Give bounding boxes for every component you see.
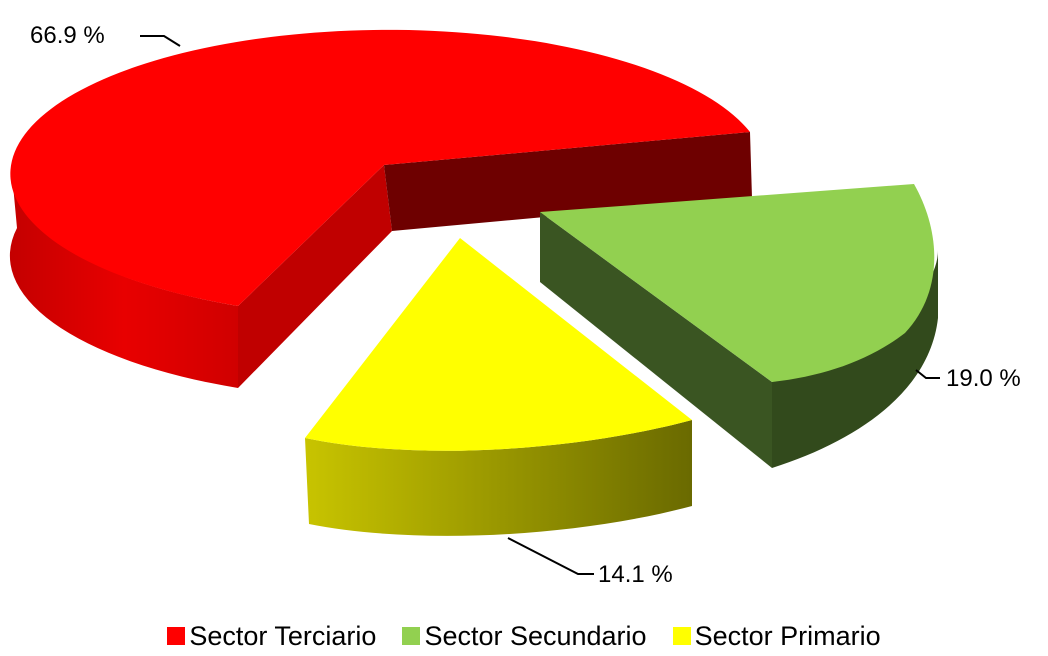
legend-label-terciario: Sector Terciario xyxy=(189,620,377,651)
slice-terciario-cut-front xyxy=(238,165,392,388)
legend-label-secundario: Sector Secundario xyxy=(424,620,647,651)
label-secundario: 19.0 % xyxy=(946,365,1021,392)
pie-chart: 66.9 % 19.0 % 14.1 % xyxy=(9,22,1021,588)
legend-swatch-secundario xyxy=(402,627,421,645)
label-terciario: 66.9 % xyxy=(30,22,105,49)
slice-sector-secundario xyxy=(540,184,938,468)
slice-terciario-top xyxy=(10,29,750,306)
legend-swatch-terciario xyxy=(167,627,186,645)
legend-label-primario: Sector Primario xyxy=(694,620,881,651)
data-label-terciario: 66.9 % xyxy=(30,22,181,49)
leader-line-secundario xyxy=(915,369,940,379)
data-label-primario: 14.1 % xyxy=(507,537,673,588)
legend-swatch-primario xyxy=(672,627,691,645)
leader-line-primario xyxy=(507,537,594,575)
slice-primario-side xyxy=(305,420,692,536)
slice-primario-top xyxy=(305,238,692,451)
slice-terciario-side xyxy=(9,174,238,388)
data-label-secundario: 19.0 % xyxy=(915,365,1021,392)
chart-legend: Sector Terciario Sector Secundario Secto… xyxy=(0,616,1048,656)
slice-secundario-side-front xyxy=(540,212,772,468)
leader-line-terciario xyxy=(140,35,181,47)
legend-item-primario: Sector Primario xyxy=(672,620,881,652)
slice-secundario-top xyxy=(540,184,935,382)
label-primario: 14.1 % xyxy=(598,561,673,588)
legend-item-terciario: Sector Terciario xyxy=(167,621,376,652)
slice-sector-primario xyxy=(305,238,692,536)
legend-item-secundario: Sector Secundario xyxy=(402,620,647,652)
